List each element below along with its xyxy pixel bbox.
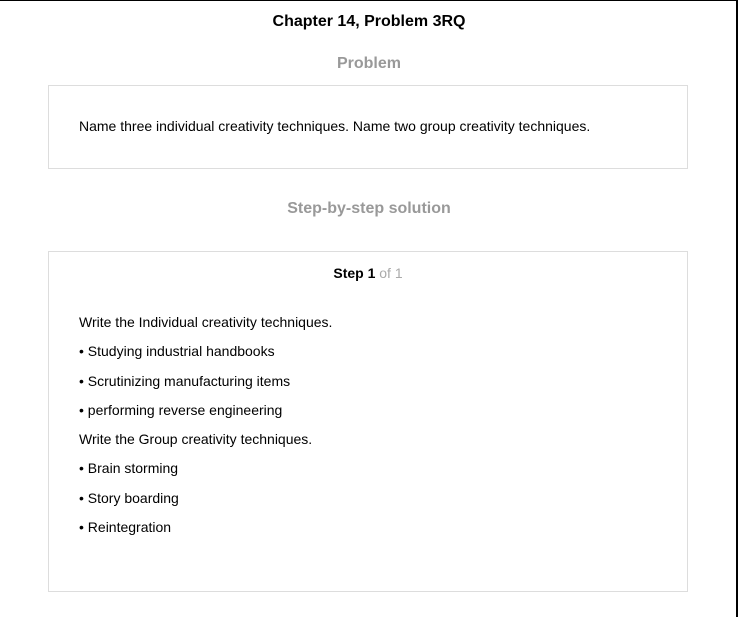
- step-card: Step 1 of 1 Write the Individual creativ…: [48, 251, 688, 592]
- step-line-individual-heading: Write the Individual creativity techniqu…: [79, 314, 333, 330]
- frame-right-border: [736, 0, 738, 617]
- step-header: Step 1 of 1: [49, 264, 687, 282]
- step-line-bullet: • Brain storming: [79, 460, 179, 477]
- problem-card: Name three individual creativity techniq…: [48, 85, 688, 169]
- step-label: Step 1: [333, 265, 376, 281]
- step-body: Write the Individual creativity techniqu…: [79, 313, 332, 547]
- step-count: of 1: [379, 265, 403, 281]
- step-line-bullet: • Scrutinizing manufacturing items: [79, 372, 291, 389]
- step-line-bullet: • Story boarding: [79, 489, 179, 506]
- step-line-bullet: • Reintegration: [79, 519, 172, 536]
- step-line-bullet: • performing reverse engineering: [79, 401, 283, 418]
- step-line-bullet: • Studying industrial handbooks: [79, 343, 275, 360]
- page-title: Chapter 14, Problem 3RQ: [272, 13, 466, 30]
- problem-heading: Problem: [336, 55, 401, 72]
- frame-top-border: [0, 0, 738, 1]
- step-line-group-heading: Write the Group creativity techniques.: [79, 431, 313, 448]
- solution-heading: Step-by-step solution: [287, 200, 451, 217]
- problem-text: Name three individual creativity techniq…: [79, 118, 591, 134]
